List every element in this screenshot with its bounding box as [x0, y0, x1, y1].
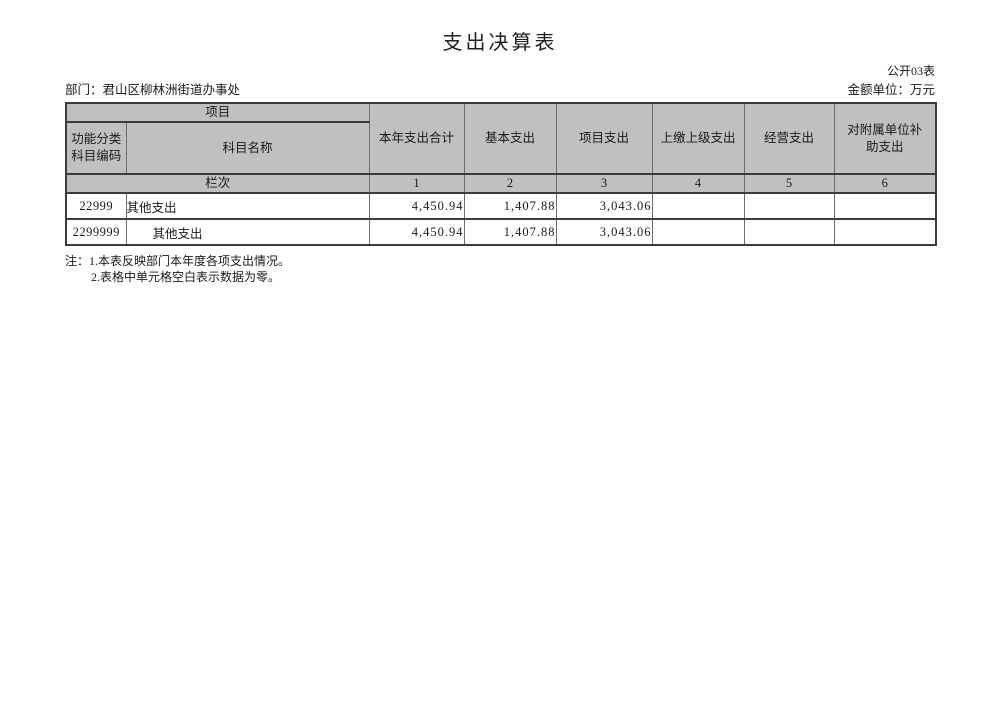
cell-value — [651, 192, 745, 220]
cell-value — [743, 218, 835, 246]
header-function-code: 功能分类 科目编码 — [65, 121, 127, 175]
header-col-number: 5 — [743, 173, 835, 194]
cell-value: 1,407.88 — [463, 218, 557, 246]
header-subject-name: 科目名称 — [125, 121, 370, 175]
header-col-number: 6 — [833, 173, 937, 194]
cell-value: 4,450.94 — [368, 192, 465, 220]
cell-value — [833, 218, 937, 246]
header-col-subsidy: 对附属单位补 助支出 — [833, 102, 937, 175]
table-row: 22999 其他支出 4,450.94 1,407.88 3,043.06 — [65, 192, 937, 220]
cell-value: 3,043.06 — [555, 218, 653, 246]
notes-block: 注：1.本表反映部门本年度各项支出情况。 2.表格中单元格空白表示数据为零。 — [65, 253, 935, 285]
note-line: 注：1.本表反映部门本年度各项支出情况。 — [65, 254, 291, 268]
cell-value: 1,407.88 — [463, 192, 557, 220]
department-label: 部门：君山区柳林洲街道办事处 — [65, 83, 241, 97]
header-col-basic: 基本支出 — [463, 102, 557, 175]
content-area: 公开03表 部门：君山区柳林洲街道办事处 金额单位：万元 项目 本年支出合计 — [65, 64, 938, 285]
meta-row: 部门：君山区柳林洲街道办事处 金额单位：万元 — [65, 83, 935, 98]
header-col-project: 项目支出 — [555, 102, 653, 175]
cell-value — [651, 218, 745, 246]
cell-value: 3,043.06 — [555, 192, 653, 220]
cell-value — [743, 192, 835, 220]
header-col-number: 2 — [463, 173, 557, 194]
cell-code: 22999 — [65, 192, 127, 220]
table-code-label: 公开03表 — [886, 64, 935, 78]
header-col-number: 3 — [555, 173, 653, 194]
cell-code: 2299999 — [65, 218, 127, 246]
cell-value: 4,450.94 — [368, 218, 465, 246]
header-col-upper: 上缴上级支出 — [651, 102, 745, 175]
header-rank-label: 栏次 — [65, 173, 370, 194]
note-line: 2.表格中单元格空白表示数据为零。 — [91, 270, 281, 284]
header-col-number: 1 — [368, 173, 465, 194]
cell-value — [833, 192, 937, 220]
header-project-group: 项目 — [65, 102, 370, 123]
cell-subject-name: 其他支出 — [125, 192, 370, 220]
header-col-total: 本年支出合计 — [368, 102, 465, 175]
table-row: 2299999 其他支出 4,450.94 1,407.88 3,043.06 — [65, 218, 937, 246]
header-col-operating: 经营支出 — [743, 102, 835, 175]
header-col-number: 4 — [651, 173, 745, 194]
cell-subject-name: 其他支出 — [125, 218, 370, 246]
page-title: 支出决算表 — [442, 32, 558, 54]
expenditure-table: 项目 本年支出合计 基本支出 项目支出 上缴上级支出 经营支出 对附属单位补 助… — [65, 102, 938, 246]
unit-label: 金额单位：万元 — [847, 83, 935, 97]
